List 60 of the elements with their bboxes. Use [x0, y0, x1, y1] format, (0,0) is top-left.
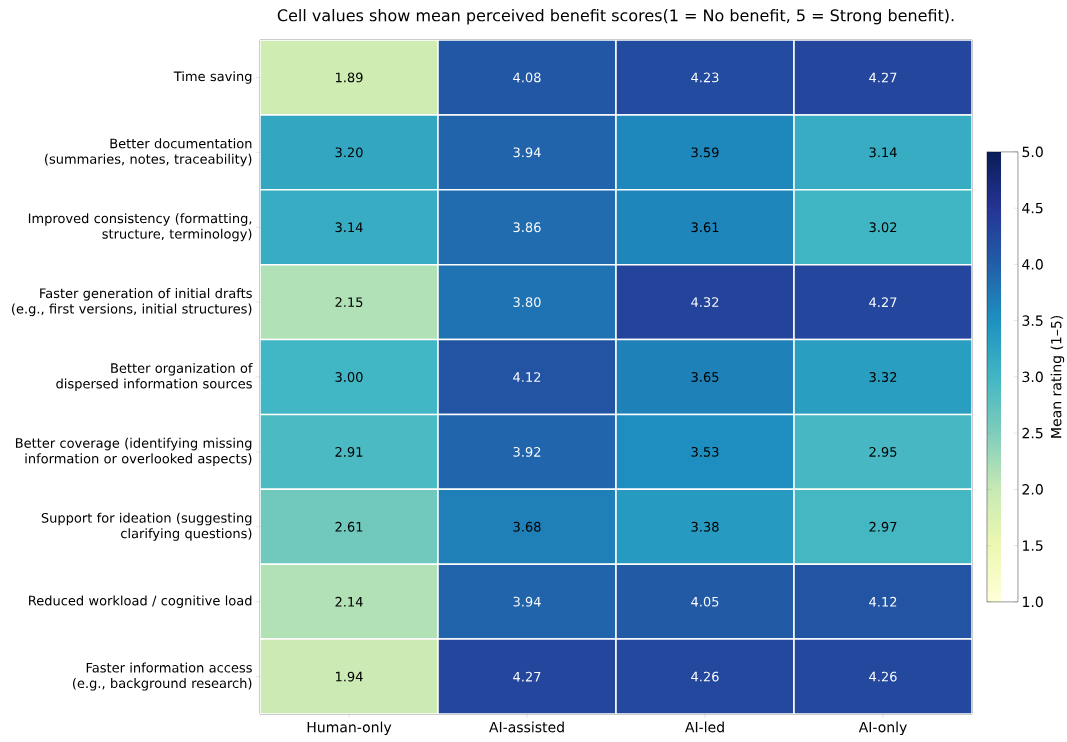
data-label: 2.61: [335, 521, 363, 532]
data-label: 4.27: [869, 72, 897, 83]
y-tick-label: Faster information access (e.g., background research): [72, 662, 252, 691]
color-bar-label: 4.5: [1022, 202, 1043, 214]
color-bar-label: 2.0: [1022, 484, 1043, 495]
y-tick-label: Time saving: [173, 71, 252, 84]
data-label: 4.05: [691, 596, 719, 607]
data-label: 4.23: [691, 72, 719, 83]
data-label: 3.94: [513, 596, 541, 607]
y-tick-label: Better coverage (identifying missing information or overlooked aspects): [15, 437, 252, 466]
x-tick-label: AI-only: [858, 721, 907, 736]
data-label: 2.97: [869, 521, 897, 532]
color-bar-label: 1.5: [1023, 540, 1043, 551]
data-label: 3.61: [691, 222, 719, 233]
data-label: 4.27: [513, 671, 541, 682]
data-label: 3.02: [869, 222, 897, 233]
data-label: 4.08: [513, 72, 541, 83]
y-tick-label: Better organization of dispersed information sources: [56, 362, 253, 392]
y-tick-label: Reduced workload / cognitive load: [29, 595, 252, 608]
color-bar-title: Mean rating (1–5): [1050, 315, 1065, 438]
data-label: 2.14: [335, 596, 363, 607]
data-label: 1.94: [335, 671, 363, 682]
data-label: 4.26: [869, 671, 897, 682]
x-tick-label: AI-led: [685, 721, 724, 733]
data-label: 3.14: [335, 222, 363, 233]
data-label: 3.14: [869, 147, 897, 158]
y-tick-label: Improved consistency (formatting, structure, terminology): [28, 213, 252, 242]
y-tick-label: Support for ideation (suggesting clarifying questions): [41, 512, 252, 541]
data-label: 3.86: [513, 222, 541, 233]
data-label: 3.53: [691, 446, 719, 457]
data-label: 2.91: [335, 446, 363, 457]
data-label: 4.27: [869, 297, 897, 307]
data-label: 3.68: [513, 521, 541, 532]
data-label: 4.32: [691, 297, 719, 308]
data-label: 1.89: [335, 72, 363, 83]
data-label: 3.00: [335, 372, 363, 382]
chart-title: Cell values show mean perceived benefit scores(1 = No benefit, 5 = Strong benefit).: [277, 8, 954, 25]
data-label: 3.65: [691, 372, 719, 382]
color-bar-label: 3.0: [1022, 371, 1043, 383]
color-bar-label: 1.0: [1023, 596, 1043, 608]
data-label: 4.12: [869, 596, 897, 607]
data-label: 3.59: [691, 147, 719, 158]
x-tick-label: AI-assisted: [489, 721, 564, 733]
data-label: 3.92: [513, 446, 541, 457]
color-bar-label: 5.0: [1022, 146, 1043, 158]
data-label: 4.12: [513, 372, 541, 382]
data-label: 3.20: [335, 147, 363, 158]
color-bar-label: 4.0: [1022, 259, 1043, 270]
data-label: 3.32: [869, 372, 897, 382]
data-label: 3.38: [691, 521, 719, 532]
data-label: 4.26: [691, 671, 719, 682]
data-label: 2.15: [335, 297, 363, 308]
data-label: 3.94: [513, 147, 541, 158]
data-label: 2.95: [869, 446, 897, 457]
y-tick-label: Better documentation (summaries, notes, traceability): [45, 138, 252, 167]
y-tick-label: Faster generation of initial drafts (e.g., first versions, initial structures): [12, 288, 252, 317]
data-label: 3.80: [513, 297, 541, 308]
x-tick-label: Human-only: [307, 721, 392, 736]
color-bar-label: 2.5: [1022, 427, 1043, 439]
color-bar-label: 3.5: [1022, 315, 1043, 326]
